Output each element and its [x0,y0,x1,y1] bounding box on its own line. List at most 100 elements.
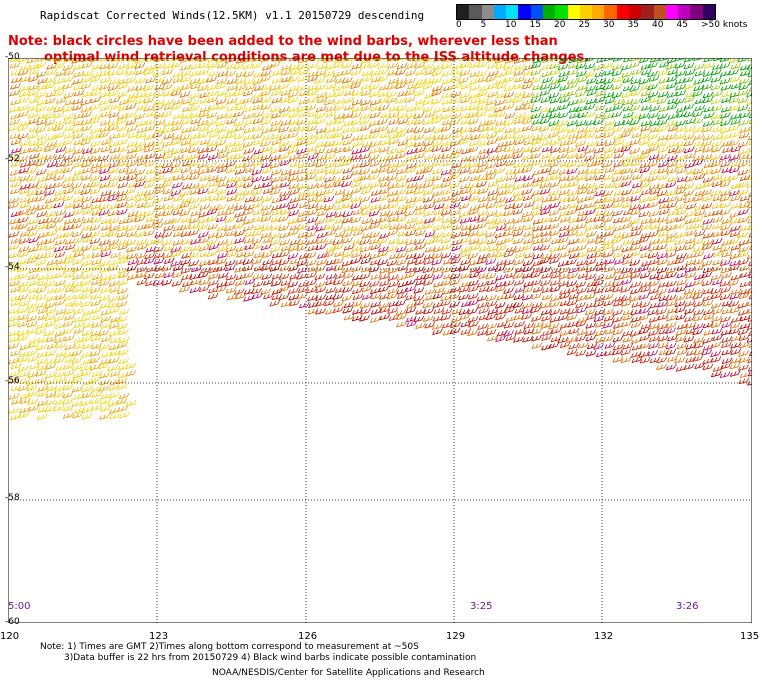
wind-barb [368,132,380,139]
wind-barb [298,68,310,76]
wind-barb [334,217,346,224]
wind-barb [343,225,354,232]
wind-barb [118,253,129,260]
wind-barb [676,195,687,202]
wind-barb [46,104,58,111]
wind-barb [639,244,651,251]
wind-barb [136,189,148,197]
wind-barb [549,252,560,260]
wind-barb [613,139,625,146]
wind-barb [207,187,218,195]
wind-barb [378,175,389,182]
wind-barb [154,210,166,218]
wind-barb [81,413,93,420]
wind-barb [215,58,226,64]
wind-barb [343,301,355,309]
wind-barb [278,153,290,160]
wind-barb [253,84,265,92]
wind-barb [145,118,156,126]
wind-barb [703,180,714,188]
wind-barb [467,293,479,300]
wind-barb [370,273,382,280]
wind-barb [523,328,535,335]
wind-barb [288,111,299,119]
wind-barb [468,224,480,231]
wind-barb [325,119,337,126]
wind-barb [145,246,157,253]
wind-barb [549,181,560,188]
wind-barb [90,203,102,210]
wind-barb [153,58,164,63]
wind-barb [323,188,334,195]
wind-barb [243,78,255,85]
wind-barb [451,68,463,76]
wind-barb [693,300,704,308]
wind-barb [505,196,516,203]
wind-barb [197,182,208,190]
wind-barb [748,261,752,267]
wind-barb [431,113,442,120]
wind-barb [730,357,742,364]
wind-barb [125,96,137,104]
wind-barb [424,92,436,99]
wind-barb [649,168,661,175]
wind-barb [206,208,218,216]
wind-barb [540,96,552,103]
wind-barb [728,58,739,64]
wind-barb [297,75,309,82]
wind-barb [413,152,425,160]
wind-barb [28,236,39,244]
wind-barb [748,225,752,231]
wind-barb [478,201,489,209]
wind-barb [701,153,713,161]
wind-barb [495,274,507,281]
wind-barb [596,139,607,147]
wind-barb [521,307,533,315]
wind-barb [108,329,120,337]
wind-barb [720,160,731,168]
wind-barb [701,189,712,196]
wind-barb [630,195,642,202]
wind-barb [81,244,92,252]
wind-barb [181,173,193,181]
wind-barb [503,279,515,287]
wind-barb [567,126,578,134]
wind-barb [206,84,217,91]
wind-barb [91,196,103,204]
wind-barb [612,125,624,133]
wind-barb [649,105,660,112]
wind-barb [350,58,360,61]
wind-barb [639,301,651,308]
wind-barb [683,83,695,90]
wind-barb [189,77,201,85]
wind-barb [206,145,218,153]
wind-barb [631,344,643,351]
wind-barb [449,182,461,189]
wind-barb [665,342,677,350]
wind-barb [395,58,405,62]
wind-barb [459,167,471,174]
wind-barb [407,258,418,265]
wind-barb [667,103,678,110]
wind-barb [62,105,73,113]
wind-barb [586,252,598,259]
wind-barb [209,131,220,138]
wind-barb [658,328,670,335]
wind-barb [631,68,643,75]
wind-barb [296,134,308,141]
wind-barb [55,70,66,77]
wind-barb [369,111,381,119]
wind-barb [549,295,561,302]
wind-barb [476,70,488,78]
wind-barb [226,97,238,105]
wind-barb [73,315,85,323]
wind-barb [91,209,103,216]
wind-barb [612,285,623,293]
wind-barb [89,103,101,111]
wind-barb [647,70,658,78]
wind-barb [729,230,741,238]
wind-barb [541,139,553,146]
wind-barb [748,87,752,92]
wind-barb [64,99,76,106]
lon-label-129: 129 [446,631,466,642]
